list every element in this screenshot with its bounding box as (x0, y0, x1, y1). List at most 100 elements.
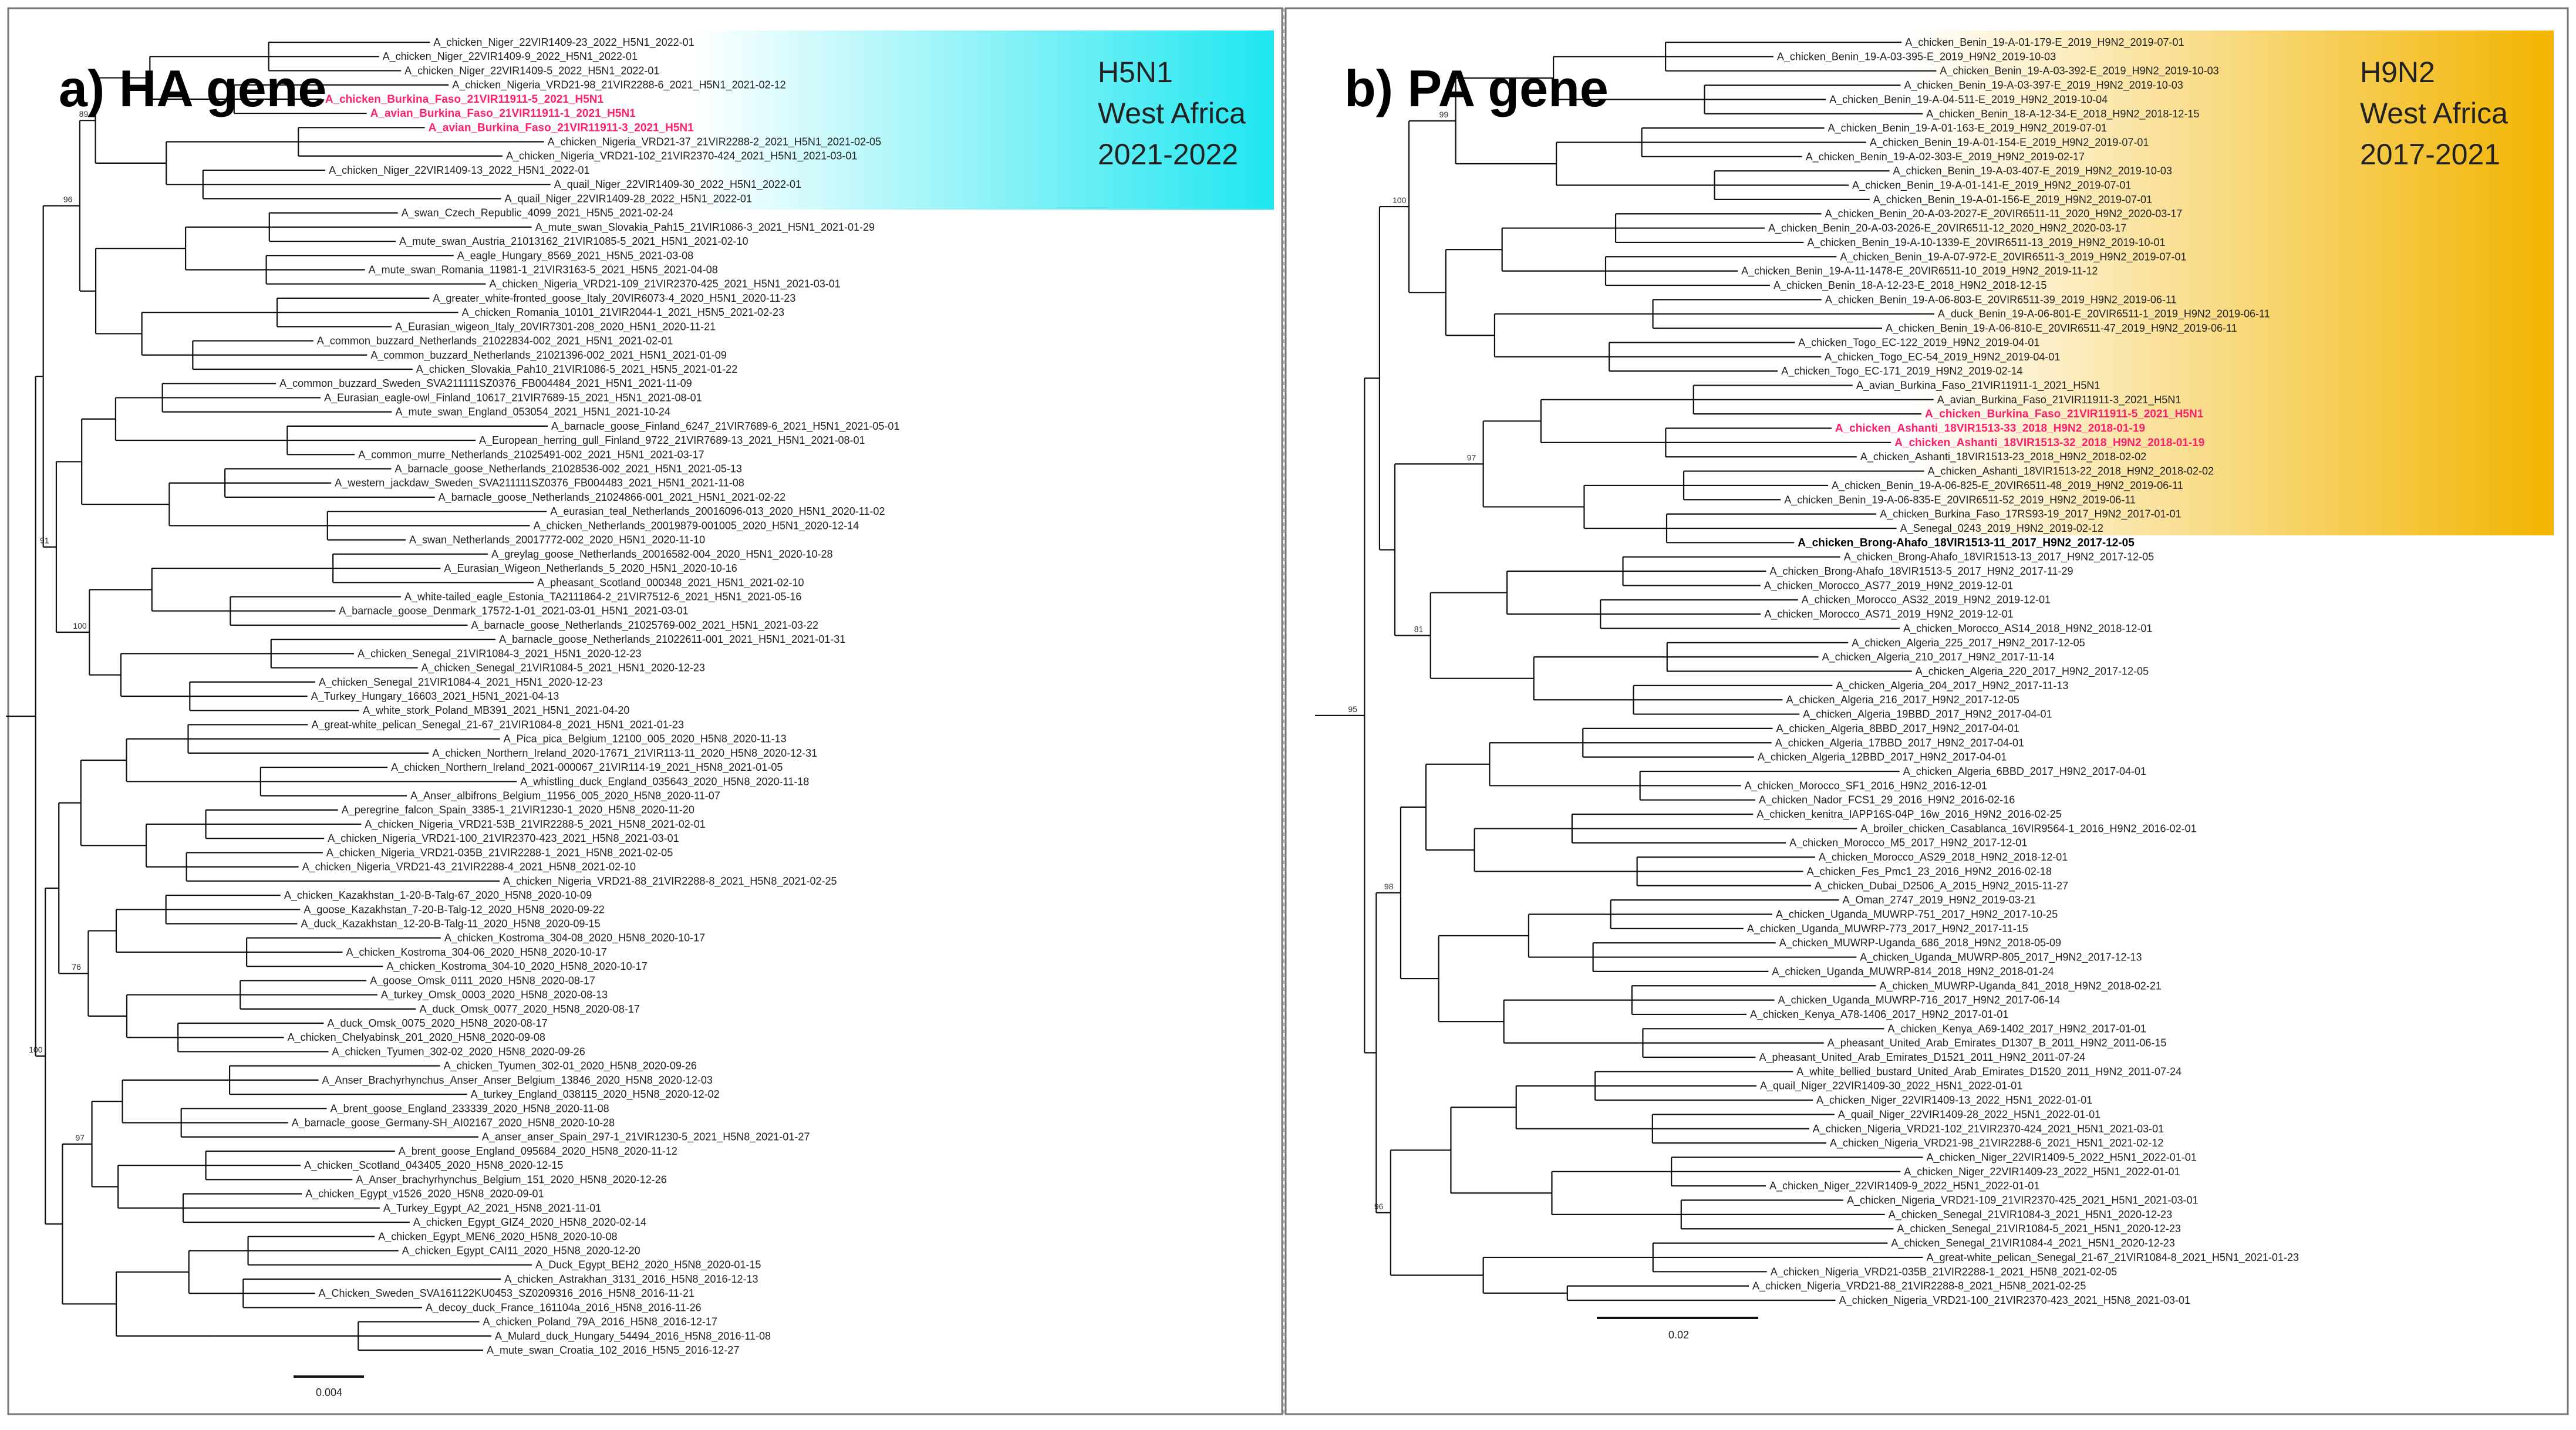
ha-leaf-label: A_great-white_pelican_Senegal_21-67_21VI… (311, 719, 683, 731)
h5n1-highlight-box (693, 31, 1274, 210)
pa-leaf-label: A_chicken_Benin_19-A-04-511-E_2019_H9N2_… (1829, 93, 2108, 106)
ha-leaf-label: A_chicken_Kostroma_304-08_2020_H5N8_2020… (444, 932, 705, 945)
ha-leaf-label: A_common_murre_Netherlands_21025491-002_… (358, 448, 704, 461)
ha-leaf-label: A_common_buzzard_Sweden_SVA211111SZ0376_… (279, 377, 692, 390)
pa-leaf-label: A_avian_Burkina_Faso_21VIR11911-3_2021_H… (1937, 394, 2181, 406)
ha-leaf-label: A_turkey_England_038115_2020_H5N8_2020-1… (471, 1088, 720, 1101)
ha-leaf-label: A_Turkey_Egypt_A2_2021_H5N8_2021-11-01 (383, 1202, 601, 1215)
pa-leaf-label: A_chicken_Benin_19-A-06-810-E_20VIR6511-… (1886, 322, 2237, 335)
pa-leaf-label: A_chicken_Benin_19-A-07-972-E_20VIR6511-… (1840, 251, 2186, 263)
pa-leaf-label: A_chicken_kenitra_IAPP16S-04P_16w_2016_H… (1756, 808, 2061, 821)
ha-leaf-label: A_chicken_Kostroma_304-06_2020_H5N8_2020… (346, 946, 606, 959)
pa-leaf-label: A_chicken_Algeria_225_2017_H9N2_2017-12-… (1852, 637, 2085, 649)
ha-leaf-label: A_greylag_goose_Netherlands_20016582-004… (491, 548, 832, 561)
panel-a-frame (7, 7, 1283, 1415)
ha-leaf-label: A_avian_Burkina_Faso_21VIR11911-3_2021_H… (429, 122, 694, 134)
ha-leaf-label: A_brent_goose_England_095684_2020_H5N8_2… (399, 1145, 677, 1158)
ha-scale-label: 0.004 (316, 1387, 342, 1398)
pa-leaf-label: A_chicken_Niger_22VIR1409-5_2022_H5N1_20… (1927, 1151, 2197, 1163)
pa-leaf-label: A_chicken_Benin_19-A-01-179-E_2019_H9N2_… (1905, 36, 2184, 49)
ha-leaf-label: A_barnacle_goose_Netherlands_21022611-00… (499, 633, 845, 646)
panel-b-title: b) PA gene (1344, 59, 1609, 117)
pa-leaf-label: A_Oman_2747_2019_H9N2_2019-03-21 (1843, 894, 2036, 906)
panel-a-title: a) HA gene (59, 59, 327, 117)
pa-leaf-label: A_Senegal_0243_2019_H9N2_2019-02-12 (1900, 522, 2103, 535)
h5n1-box-line-1: H5N1 (1098, 56, 1173, 89)
ha-leaf-label: A_goose_Kazakhstan_7-20-B-Talg-12_2020_H… (304, 903, 604, 916)
pa-leaf-label: A_chicken_Senegal_21VIR1084-5_2021_H5N1_… (1897, 1223, 2181, 1235)
ha-leaf-label: A_barnacle_goose_Netherlands_21028536-00… (395, 463, 741, 475)
ha-leaf-label: A_anser_anser_Spain_297-1_21VIR1230-5_20… (482, 1131, 810, 1144)
ha-leaf-label: A_common_buzzard_Netherlands_21021396-00… (370, 349, 726, 362)
ha-leaf-label: A_common_buzzard_Netherlands_21022834-00… (317, 335, 673, 348)
pa-leaf-label: A_chicken_Morocco_AS32_2019_H9N2_2019-12… (1802, 594, 2051, 606)
pa-leaf-label: A_chicken_Nigeria_VRD21-100_21VIR2370-42… (1839, 1294, 2190, 1307)
pa-leaf-label: A_chicken_MUWRP-Uganda_841_2018_H9N2_201… (1880, 980, 2162, 992)
pa-leaf-label: A_chicken_Benin_19-A-06-803-E_20VIR6511-… (1825, 294, 2177, 306)
ha-leaf-label: A_peregrine_falcon_Spain_3385-1_21VIR123… (342, 804, 694, 817)
pa-bootstrap-value: 95 (1348, 704, 1357, 714)
ha-leaf-label: A_white-tailed_eagle_Estonia_TA2111864-2… (404, 591, 802, 603)
ha-leaf-label: A_mute_swan_England_053054_2021_H5N1_202… (395, 406, 670, 419)
ha-leaf-label: A_duck_Kazakhstan_12-20-B-Talg-11_2020_H… (301, 918, 600, 930)
ha-leaf-label: A_mute_swan_Austria_21013162_21VIR1085-5… (399, 235, 748, 248)
pa-leaf-label: A_chicken_Benin_18-A-12-23-E_2018_H9N2_2… (1773, 279, 2046, 292)
pa-leaf-label: A_chicken_Nigeria_VRD21-035B_21VIR2288-1… (1771, 1266, 2117, 1278)
ha-leaf-label: A_barnacle_goose_Denmark_17572-1-01_2021… (339, 605, 688, 618)
ha-leaf-label: A_chicken_Scotland_043405_2020_H5N8_2020… (304, 1159, 563, 1172)
ha-bootstrap-value: 89 (79, 109, 89, 119)
pa-leaf-label: A_chicken_Kenya_A69-1402_2017_H9N2_2017-… (1888, 1023, 2146, 1035)
h5n1-box-line-3: 2021-2022 (1098, 138, 1238, 171)
ha-leaf-label: A_chicken_Kazakhstan_1-20-B-Talg-67_2020… (284, 889, 592, 902)
ha-leaf-label: A_Turkey_Hungary_16603_2021_H5N1_2021-04… (311, 690, 559, 703)
ha-bootstrap-value: 91 (40, 536, 49, 545)
ha-leaf-label: A_Eurasian_wigeon_Italy_20VIR7301-208_20… (395, 321, 716, 333)
ha-leaf-label: A_chicken_Northern_Ireland_2020-17671_21… (432, 747, 817, 760)
pa-bootstrap-value: 100 (1392, 195, 1407, 205)
pa-leaf-label: A_broiler_chicken_Casablanca_16VIR9564-1… (1860, 822, 2196, 835)
pa-leaf-label: A_chicken_Algeria_19BBD_2017_H9N2_2017-0… (1803, 709, 2052, 721)
pa-leaf-label: A_chicken_Morocco_M5_2017_H9N2_2017-12-0… (1789, 837, 2027, 849)
pa-leaf-label: A_chicken_Brong-Ahafo_18VIR1513-5_2017_H… (1769, 565, 2073, 578)
ha-leaf-label: A_quail_Niger_22VIR1409-30_2022_H5N1_202… (554, 178, 801, 191)
ha-leaf-label: A_greater_white-fronted_goose_Italy_20VI… (433, 292, 795, 305)
ha-leaf-label: A_barnacle_goose_Finland_6247_21VIR7689-… (551, 420, 899, 433)
ha-leaf-label: A_Anser_albifrons_Belgium_11956_005_2020… (410, 790, 720, 802)
h9n2-box-line-3: 2017-2021 (2360, 138, 2500, 171)
ha-leaf-label: A_barnacle_goose_Germany-SH_AI02167_2020… (292, 1117, 615, 1129)
ha-leaf-label: A_chicken_Burkina_Faso_21VIR11911-5_2021… (325, 93, 604, 106)
ha-leaf-label: A_chicken_Egypt_v1526_2020_H5N8_2020-09-… (305, 1188, 544, 1200)
pa-leaf-label: A_chicken_Ashanti_18VIR1513-32_2018_H9N2… (1894, 437, 2204, 449)
pa-leaf-label: A_duck_Benin_19-A-06-801-E_20VIR6511-1_2… (1938, 308, 2270, 321)
ha-leaf-label: A_western_jackdaw_Sweden_SVA211111SZ0376… (335, 477, 744, 490)
ha-bootstrap-value: 97 (76, 1133, 85, 1142)
ha-leaf-label: A_chicken_Niger_22VIR1409-23_2022_H5N1_2… (433, 36, 694, 49)
ha-leaf-label: A_mute_swan_Romania_11981-1_21VIR3163-5_… (369, 264, 718, 276)
ha-leaf-label: A_chicken_Poland_79A_2016_H5N8_2016-12-1… (483, 1316, 717, 1328)
pa-leaf-label: A_great-white_pelican_Senegal_21-67_21VI… (1926, 1252, 2298, 1264)
pa-leaf-label: A_chicken_Benin_19-A-03-395-E_2019_H9N2_… (1777, 50, 2056, 63)
pa-leaf-label: A_quail_Niger_22VIR1409-30_2022_H5N1_202… (1760, 1080, 2022, 1092)
pa-leaf-label: A_chicken_Niger_22VIR1409-23_2022_H5N1_2… (1904, 1166, 2180, 1178)
pa-leaf-label: A_chicken_Benin_19-A-06-825-E_20VIR6511-… (1832, 480, 2183, 492)
pa-leaf-label: A_chicken_Algeria_17BBD_2017_H9N2_2017-0… (1775, 737, 2024, 749)
ha-bootstrap-value: 100 (73, 621, 87, 630)
pa-leaf-label: A_chicken_Benin_20-A-03-2027-E_20VIR6511… (1825, 208, 2183, 220)
pa-leaf-label: A_chicken_Togo_EC-54_2019_H9N2_2019-04-0… (1825, 351, 2060, 363)
ha-leaf-label: A_chicken_Senegal_21VIR1084-4_2021_H5N1_… (319, 676, 602, 689)
ha-leaf-label: A_duck_Omsk_0075_2020_H5N8_2020-08-17 (327, 1017, 547, 1030)
pa-leaf-label: A_chicken_Benin_19-A-01-154-E_2019_H9N2_… (1870, 136, 2149, 149)
ha-leaf-label: A_chicken_Tyumen_302-01_2020_H5N8_2020-0… (444, 1060, 697, 1072)
panel-b-frame (1284, 7, 2569, 1415)
pa-leaf-label: A_chicken_Algeria_6BBD_2017_H9N2_2017-04… (1903, 765, 2146, 778)
ha-leaf-label: A_chicken_Slovakia_Pah10_21VIR1086-5_202… (416, 363, 737, 376)
ha-leaf-label: A_chicken_Niger_22VIR1409-13_2022_H5N1_2… (329, 164, 589, 177)
ha-leaf-label: A_barnacle_goose_Netherlands_21025769-00… (471, 619, 818, 632)
ha-leaf-label: A_barnacle_goose_Netherlands_21024866-00… (439, 491, 785, 504)
ha-leaf-label: A_white_stork_Poland_MB391_2021_H5N1_202… (363, 704, 629, 717)
pa-leaf-label: A_chicken_Brong-Ahafo_18VIR1513-11_2017_… (1798, 537, 2135, 549)
ha-leaf-label: A_eurasian_teal_Netherlands_20016096-013… (550, 505, 885, 518)
ha-leaf-label: A_mute_swan_Slovakia_Pah15_21VIR1086-3_2… (535, 221, 875, 234)
pa-leaf-label: A_chicken_Nigeria_VRD21-102_21VIR2370-42… (1813, 1123, 2164, 1135)
